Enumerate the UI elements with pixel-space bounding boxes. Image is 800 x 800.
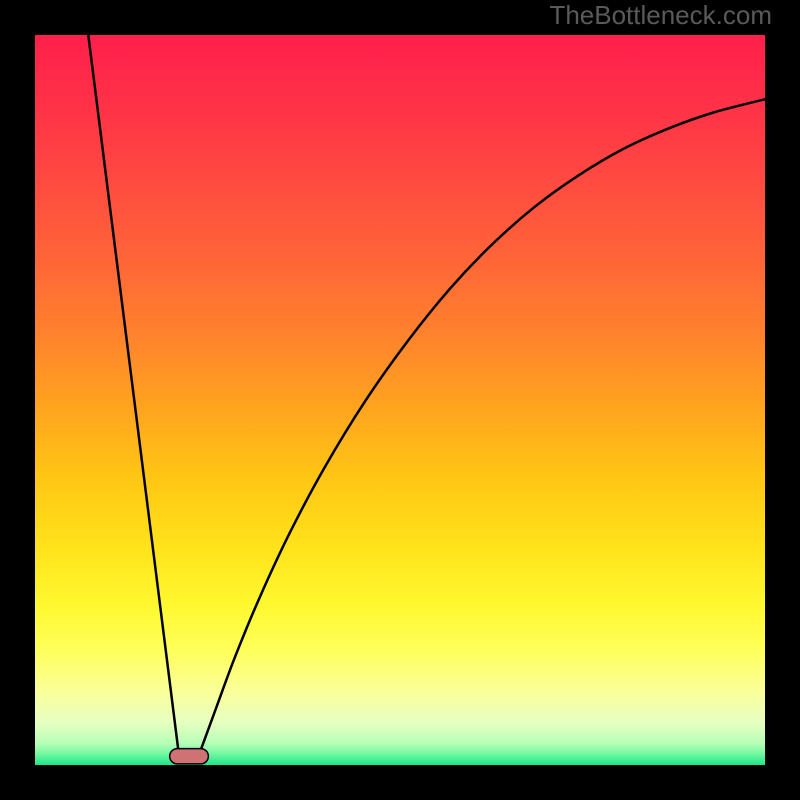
minimum-marker xyxy=(170,749,209,764)
gradient-plot-area xyxy=(35,35,765,765)
watermark-text: TheBottleneck.com xyxy=(549,0,772,31)
chart-svg xyxy=(0,0,800,800)
chart-container: TheBottleneck.com xyxy=(0,0,800,800)
